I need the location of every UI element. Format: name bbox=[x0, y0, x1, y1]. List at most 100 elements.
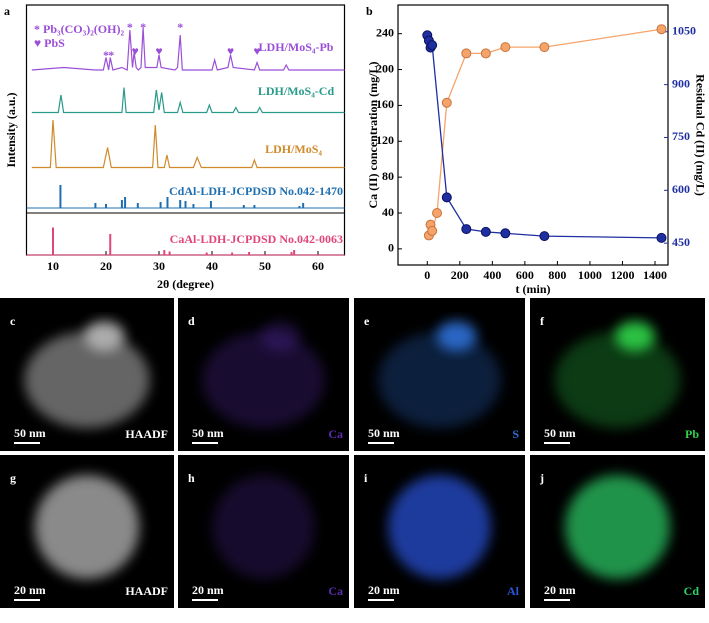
data-point bbox=[441, 97, 452, 108]
data-point bbox=[432, 208, 443, 218]
image-panel: d 50 nm Ca bbox=[178, 298, 349, 451]
peak-marker: ♥ bbox=[132, 44, 139, 58]
y-tick-label: 40 bbox=[382, 205, 394, 219]
scale-bar-label: 20 nm bbox=[544, 583, 576, 597]
element-label: Ca bbox=[328, 584, 343, 598]
particle-top bbox=[260, 321, 301, 351]
particle bbox=[201, 332, 326, 428]
panel-letter: d bbox=[188, 314, 195, 328]
particle bbox=[377, 332, 502, 428]
particle-top bbox=[84, 321, 125, 351]
data-point bbox=[480, 48, 491, 59]
annotation-legend: * Pb₃(CO₃)₂(OH)₂ bbox=[34, 22, 124, 36]
y2-tick-label: 900 bbox=[672, 76, 690, 90]
particle bbox=[212, 475, 315, 579]
scale-bar-label: 50 nm bbox=[368, 426, 400, 440]
x-tick-label: 50 bbox=[259, 259, 271, 273]
particle bbox=[565, 475, 670, 579]
panel-letter: i bbox=[364, 471, 368, 485]
scale-bar-label: 50 nm bbox=[14, 426, 46, 440]
x-tick-label: 600 bbox=[516, 268, 534, 282]
panel-letter: f bbox=[540, 314, 545, 328]
peak-marker: * bbox=[177, 20, 183, 34]
y-tick-label: 120 bbox=[376, 133, 394, 147]
series-label: CdAl-LDH-JCPDSD No.042-1470 bbox=[169, 184, 343, 198]
x-tick-label: 1000 bbox=[578, 268, 602, 282]
element-label: Ca bbox=[328, 427, 343, 441]
image-panel: c 50 nm HAADF bbox=[0, 298, 174, 451]
data-point bbox=[656, 232, 667, 243]
particle-top bbox=[436, 321, 477, 351]
particle bbox=[34, 475, 140, 579]
scale-bar-label: 20 nm bbox=[14, 583, 46, 597]
x-tick-label: 0 bbox=[424, 268, 430, 282]
x-tick-label: 400 bbox=[483, 268, 501, 282]
image-panel: g 20 nm HAADF bbox=[0, 455, 174, 608]
y2-tick-label: 600 bbox=[672, 182, 690, 196]
annotation-legend: ♥ PbS bbox=[34, 36, 65, 50]
panel-letter: a bbox=[4, 4, 10, 18]
x-axis-label: 2θ (degree) bbox=[157, 277, 214, 291]
peak-marker: ♥ bbox=[227, 44, 234, 58]
y-tick-label: 160 bbox=[376, 97, 394, 111]
scale-bar-label: 50 nm bbox=[544, 426, 576, 440]
scale-bar-label: 20 nm bbox=[368, 583, 400, 597]
panel-letter: g bbox=[10, 471, 16, 485]
particle-top bbox=[615, 321, 655, 351]
y2-tick-label: 1050 bbox=[672, 24, 696, 38]
panel-letter: e bbox=[364, 314, 370, 328]
data-point bbox=[461, 224, 472, 235]
data-point bbox=[461, 48, 472, 59]
data-point bbox=[500, 42, 511, 53]
plot-frame bbox=[397, 4, 669, 266]
series-label: CaAl-LDH-JCPDSD No.042-0063 bbox=[170, 232, 343, 246]
data-point bbox=[539, 42, 550, 53]
xrd-trace bbox=[31, 119, 345, 169]
data-point bbox=[427, 225, 438, 236]
data-point bbox=[656, 24, 667, 35]
y-tick-label: 240 bbox=[376, 25, 394, 39]
data-point bbox=[441, 192, 452, 203]
x-tick-label: 200 bbox=[451, 268, 469, 282]
y-tick-label: 80 bbox=[382, 169, 394, 183]
panel-letter: j bbox=[539, 471, 544, 485]
x-tick-label: 10 bbox=[47, 259, 59, 273]
element-label: Cd bbox=[684, 584, 700, 598]
element-label: HAADF bbox=[125, 427, 168, 441]
y2-axis-label: Residual Cd (II) (mg/L) bbox=[693, 74, 707, 196]
scale-bar-label: 20 nm bbox=[192, 583, 224, 597]
data-point bbox=[427, 40, 438, 51]
peak-marker: * bbox=[127, 20, 133, 34]
particle bbox=[388, 475, 491, 579]
y-tick-label: 0 bbox=[388, 241, 394, 255]
peak-marker: * bbox=[103, 48, 109, 62]
x-axis-label: t (min) bbox=[516, 282, 551, 296]
y-axis-label: Intensity (a.u.) bbox=[4, 92, 18, 167]
panel-letter: b bbox=[366, 4, 373, 18]
x-tick-label: 800 bbox=[548, 268, 566, 282]
x-tick-label: 30 bbox=[153, 259, 165, 273]
x-tick-label: 40 bbox=[206, 259, 218, 273]
image-panel: f 50 nm Pb bbox=[530, 298, 705, 451]
image-panel: h 20 nm Ca bbox=[178, 455, 349, 608]
y-tick-label: 200 bbox=[376, 61, 394, 75]
image-panel: j 20 nm Cd bbox=[530, 455, 705, 608]
panel-letter: h bbox=[188, 471, 195, 485]
data-point bbox=[480, 226, 491, 237]
series-label: LDH/MoS₄ bbox=[265, 142, 322, 156]
image-panel: i 20 nm Al bbox=[354, 455, 525, 608]
scale-bar-label: 50 nm bbox=[192, 426, 224, 440]
xrd-trace bbox=[31, 87, 345, 114]
element-label: HAADF bbox=[125, 584, 168, 598]
element-label: Al bbox=[507, 584, 520, 598]
series-label: LDH/MoS₄-Pb bbox=[259, 40, 334, 54]
xrd-trace bbox=[31, 27, 345, 71]
y2-tick-label: 750 bbox=[672, 129, 690, 143]
series-label: LDH/MoS₄-Cd bbox=[258, 84, 335, 98]
peak-marker: ♥ bbox=[155, 44, 162, 58]
x-tick-label: 1200 bbox=[610, 268, 634, 282]
panel-letter: c bbox=[10, 314, 16, 328]
peak-marker: * bbox=[140, 20, 146, 34]
image-panel: e 50 nm S bbox=[354, 298, 525, 451]
